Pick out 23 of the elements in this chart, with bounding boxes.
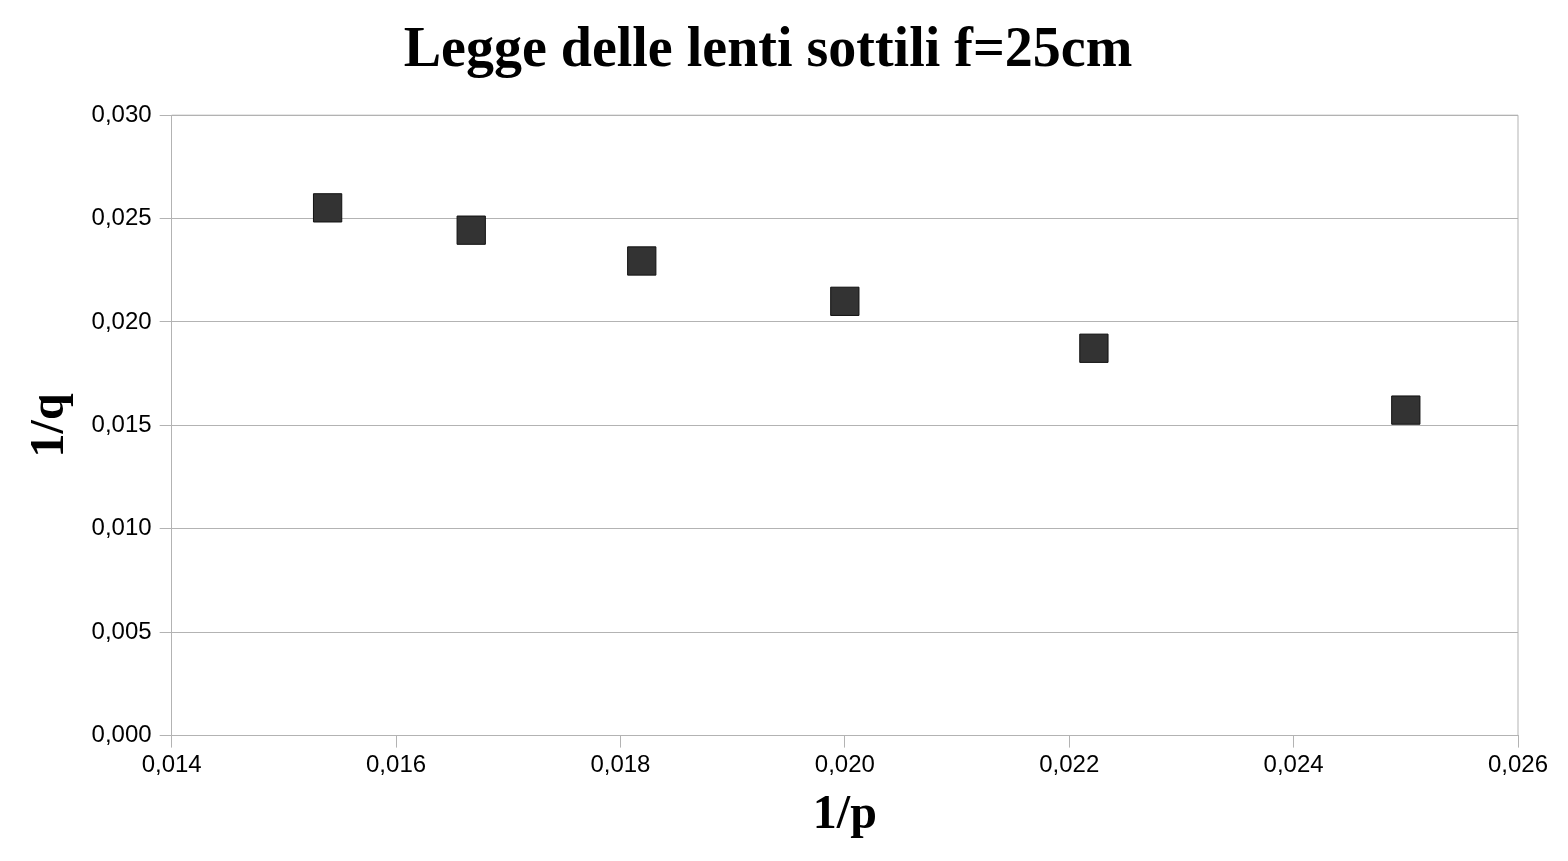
y-tick-label: 0,000 [91, 720, 152, 748]
x-tick-label: 0,018 [590, 749, 651, 777]
point [1079, 333, 1109, 363]
point [830, 286, 860, 316]
y-axis-title: 1/q [20, 393, 74, 458]
point [312, 193, 343, 223]
y-tick-label: 0,020 [91, 306, 152, 334]
chart-title: Legge delle lenti sottili f=25cm [403, 16, 1133, 79]
x-tick-label: 0,014 [141, 749, 202, 777]
x-axis-title: 1/p [812, 784, 877, 838]
y-tick-label: 0,005 [91, 616, 152, 644]
x-tick-label: 0,024 [1263, 749, 1324, 777]
point [456, 215, 486, 245]
x-tick-label: 0,022 [1039, 749, 1100, 777]
y-tick-label: 0,030 [91, 99, 152, 127]
y-tick-label: 0,015 [91, 410, 152, 438]
point [627, 246, 657, 276]
y-tick-label: 0,025 [91, 203, 152, 231]
y-tick-label: 0,010 [91, 513, 152, 541]
x-tick-label: 0,020 [814, 749, 875, 777]
x-tick-label: 0,026 [1487, 749, 1549, 777]
point [1391, 395, 1421, 425]
x-tick-label: 0,016 [366, 749, 427, 777]
